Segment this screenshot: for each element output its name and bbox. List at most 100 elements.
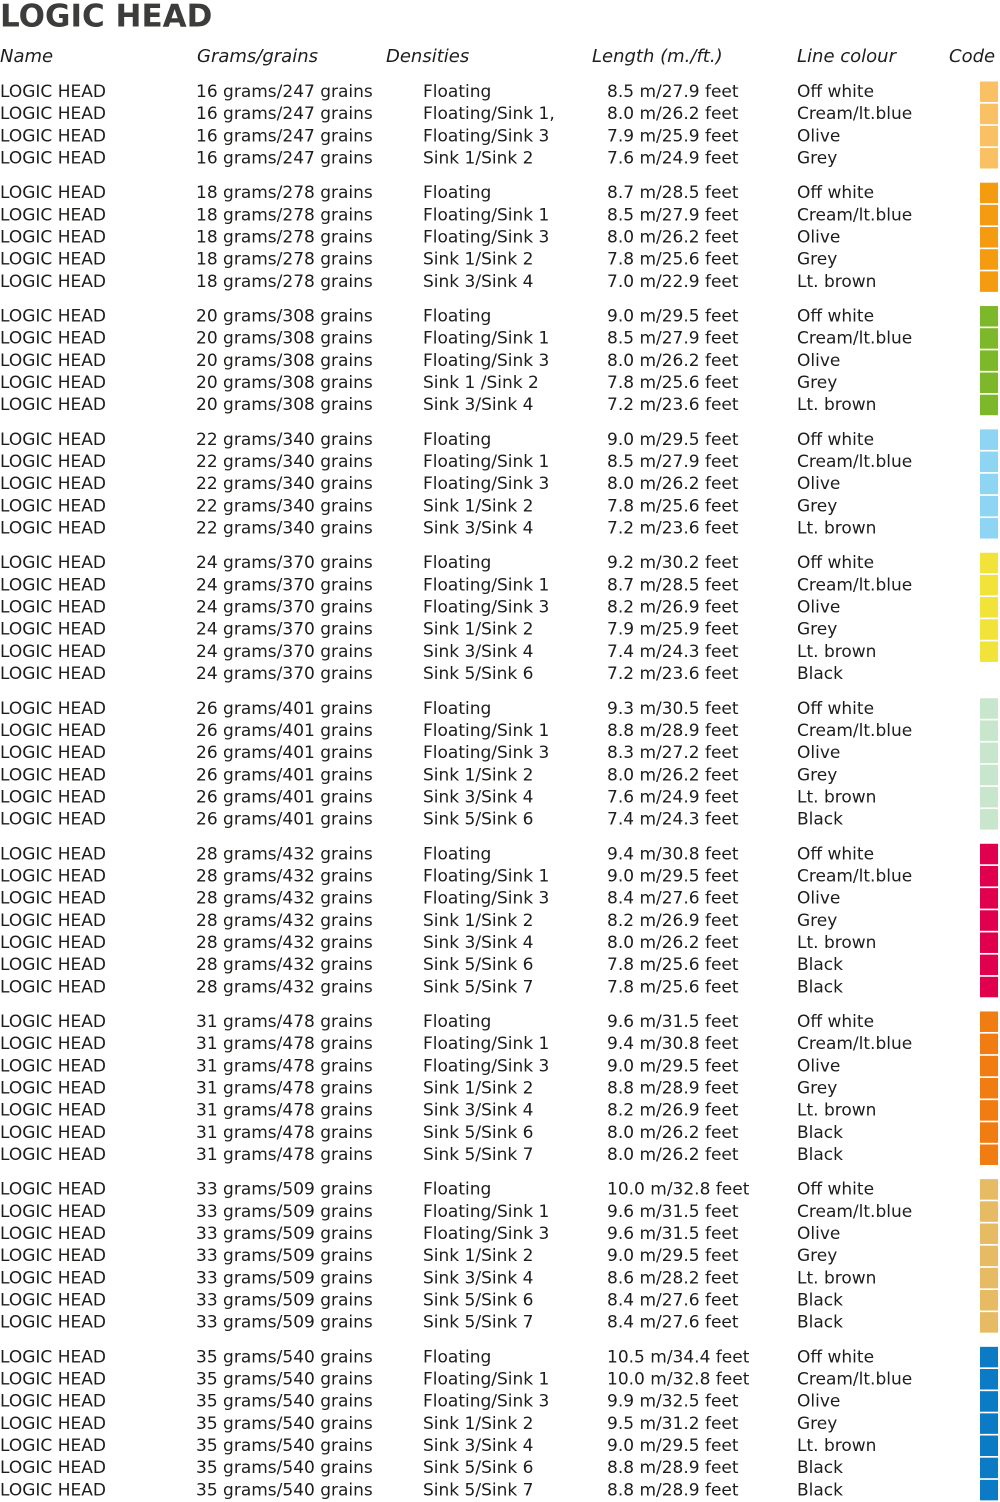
table-cell: 9.6 m/31.5 feet bbox=[607, 1224, 739, 1244]
table-cell: LOGIC HEAD bbox=[0, 620, 106, 640]
table-cell: LOGIC HEAD bbox=[0, 452, 106, 472]
color-code bbox=[980, 125, 998, 147]
table-cell: Floating/Sink 1 bbox=[423, 866, 549, 886]
table-cell: Floating/Sink 1 bbox=[423, 575, 549, 595]
table-cell: 7.8 m/25.6 feet bbox=[607, 977, 739, 997]
table-cell: 7.2 m/23.6 feet bbox=[607, 395, 739, 415]
table-cell: 28 grams/432 grains bbox=[196, 955, 373, 975]
table-cell: LOGIC HEAD bbox=[0, 1313, 106, 1333]
table-cell: Floating/Sink 1 bbox=[423, 205, 549, 225]
table-cell: LOGIC HEAD bbox=[0, 1392, 106, 1412]
column-header: Line colour bbox=[797, 46, 898, 67]
color-code bbox=[980, 1312, 998, 1333]
table-cell: 16 grams/247 grains bbox=[196, 149, 373, 169]
table-cell: 9.6 m/31.5 feet bbox=[607, 1012, 739, 1032]
table-cell: Lt. brown bbox=[797, 519, 876, 539]
table-cell: 9.4 m/30.8 feet bbox=[607, 1034, 739, 1054]
table-cell: Floating bbox=[423, 430, 491, 450]
table-cell: 35 grams/540 grains bbox=[196, 1347, 373, 1367]
table-cell: LOGIC HEAD bbox=[0, 743, 106, 763]
table-cell: LOGIC HEAD bbox=[0, 787, 106, 807]
color-code bbox=[980, 843, 998, 865]
table-cell: Sink 3/Sink 4 bbox=[423, 1436, 533, 1456]
color-code bbox=[980, 809, 998, 830]
table-cell: Off white bbox=[797, 1012, 874, 1032]
table-cell: Sink 5/Sink 6 bbox=[423, 1123, 533, 1143]
table-cell: Olive bbox=[797, 228, 840, 248]
table-cell: LOGIC HEAD bbox=[0, 104, 106, 124]
table-cell: Off white bbox=[797, 844, 874, 864]
color-code bbox=[980, 328, 998, 349]
table-cell: LOGIC HEAD bbox=[0, 933, 106, 953]
table-cell: LOGIC HEAD bbox=[0, 1123, 106, 1143]
table-cell: Black bbox=[797, 1145, 843, 1165]
table-cell: 9.5 m/31.2 feet bbox=[607, 1414, 739, 1434]
color-code bbox=[980, 954, 998, 976]
table-cell: 28 grams/432 grains bbox=[196, 933, 373, 953]
table-cell: Black bbox=[797, 664, 843, 684]
table-cell: LOGIC HEAD bbox=[0, 866, 106, 886]
table-cell: Lt. brown bbox=[797, 933, 876, 953]
table-cell: Sink 3/Sink 4 bbox=[423, 395, 533, 415]
table-cell: LOGIC HEAD bbox=[0, 721, 106, 741]
table-cell: Sink 3/Sink 4 bbox=[423, 642, 533, 662]
table-cell: Cream/lt.blue bbox=[797, 104, 912, 124]
color-code bbox=[980, 1011, 998, 1032]
table-cell: Grey bbox=[797, 911, 837, 931]
table-cell: 33 grams/509 grains bbox=[196, 1224, 373, 1244]
table-cell: Grey bbox=[797, 765, 837, 785]
table-cell: Olive bbox=[797, 743, 840, 763]
table-cell: Floating bbox=[423, 82, 491, 102]
table-cell: Grey bbox=[797, 149, 837, 169]
color-code bbox=[980, 1290, 998, 1311]
table-cell: 24 grams/370 grains bbox=[196, 575, 373, 595]
table-cell: LOGIC HEAD bbox=[0, 1268, 106, 1288]
table-cell: LOGIC HEAD bbox=[0, 575, 106, 595]
table-cell: Cream/lt.blue bbox=[797, 721, 912, 741]
table-cell: Floating/Sink 1 bbox=[423, 1034, 549, 1054]
table-cell: Cream/lt.blue bbox=[797, 1202, 912, 1222]
table-cell: Cream/lt.blue bbox=[797, 866, 912, 886]
table-cell: 35 grams/540 grains bbox=[196, 1414, 373, 1434]
table-cell: Floating/Sink 1, bbox=[423, 104, 555, 124]
table-cell: 18 grams/278 grains bbox=[196, 272, 373, 292]
table-cell: 8.5 m/27.9 feet bbox=[607, 82, 739, 102]
color-code bbox=[980, 1055, 998, 1077]
table-cell: 7.6 m/24.9 feet bbox=[607, 787, 739, 807]
table-cell: Black bbox=[797, 810, 843, 830]
color-code bbox=[980, 888, 998, 909]
table-cell: Floating/Sink 3 bbox=[423, 474, 549, 494]
table-cell: 22 grams/340 grains bbox=[196, 496, 373, 516]
table-cell: Lt. brown bbox=[797, 1268, 876, 1288]
table-cell: LOGIC HEAD bbox=[0, 1370, 106, 1390]
color-code bbox=[980, 1369, 998, 1390]
table-cell: LOGIC HEAD bbox=[0, 1458, 106, 1478]
color-code bbox=[980, 81, 998, 102]
table-cell: Floating bbox=[423, 553, 491, 573]
table-cell: 35 grams/540 grains bbox=[196, 1480, 373, 1500]
color-code bbox=[980, 1346, 998, 1368]
table-cell: 8.8 m/28.9 feet bbox=[607, 1480, 739, 1500]
table-cell: Sink 5/Sink 6 bbox=[423, 810, 533, 830]
table-cell: 33 grams/509 grains bbox=[196, 1246, 373, 1266]
table-cell: 18 grams/278 grains bbox=[196, 183, 373, 203]
table-cell: Floating bbox=[423, 844, 491, 864]
title: LOGIC HEAD bbox=[0, 0, 212, 35]
table-cell: 9.2 m/30.2 feet bbox=[607, 553, 739, 573]
table-cell: 18 grams/278 grains bbox=[196, 250, 373, 270]
table-cell: Olive bbox=[797, 889, 840, 909]
color-code bbox=[980, 552, 998, 574]
color-code bbox=[980, 350, 998, 371]
table-cell: Sink 1/Sink 2 bbox=[423, 1414, 533, 1434]
color-code bbox=[980, 103, 998, 125]
table-cell: LOGIC HEAD bbox=[0, 307, 106, 327]
table-cell: 31 grams/478 grains bbox=[196, 1123, 373, 1143]
table-cell: Olive bbox=[797, 351, 840, 371]
color-code bbox=[980, 619, 998, 640]
table-cell: LOGIC HEAD bbox=[0, 250, 106, 270]
table-cell: 35 grams/540 grains bbox=[196, 1392, 373, 1412]
table-cell: Olive bbox=[797, 598, 840, 618]
table-cell: Floating/Sink 3 bbox=[423, 228, 549, 248]
table-cell: 31 grams/478 grains bbox=[196, 1078, 373, 1098]
table-cell: Sink 1/Sink 2 bbox=[423, 1078, 533, 1098]
